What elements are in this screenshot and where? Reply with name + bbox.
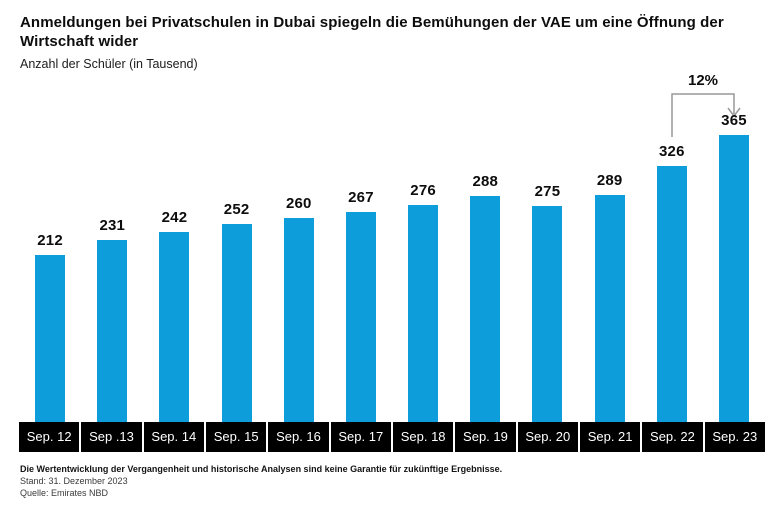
x-axis-label: Sep. 17 [330, 422, 391, 452]
bar [656, 166, 687, 422]
bar-value-label: 289 [596, 172, 623, 189]
bar [345, 212, 376, 422]
chart-subtitle: Anzahl der Schüler (in Tausend) [20, 57, 198, 71]
as-of-date: Stand: 31. Dezember 2023 [20, 476, 128, 486]
bar [408, 205, 439, 422]
bar-column: 326 [641, 70, 703, 422]
bar-value-label: 365 [721, 112, 747, 129]
bar [470, 196, 501, 422]
bar [159, 232, 190, 422]
bar-column: 267 [330, 70, 392, 422]
bar-column: 242 [143, 70, 205, 422]
bar-value-label: 326 [658, 143, 685, 160]
bar-column: 289 [579, 70, 641, 422]
x-axis: Sep. 12 Sep .13 Sep. 14 Sep. 15 Sep. 16 Sep. … [19, 422, 765, 452]
bar-chart: 12% 212 231 242 252 260 267 276 288 275 289 326 365… [19, 70, 765, 452]
chart-title: Anmeldungen bei Privatschulen in Dubai s… [20, 14, 724, 50]
bar-column: 275 [516, 70, 578, 422]
x-axis-label: Sep. 22 [642, 422, 703, 452]
bar-value-label: 276 [410, 182, 436, 199]
chart-footer: Die Wertentwicklung der Vergangenheit un… [20, 463, 764, 499]
bar-column: 288 [454, 70, 516, 422]
source-text: Quelle: Emirates NBD [20, 488, 109, 498]
x-axis-label: Sep. 19 [455, 422, 516, 452]
bar-column: 252 [206, 70, 268, 422]
chart-header: Anmeldungen bei Privatschulen in Dubai s… [0, 0, 784, 71]
bar-column: 212 [19, 70, 81, 422]
bar-value-label: 260 [285, 195, 312, 212]
x-axis-label: Sep. 15 [205, 422, 267, 452]
bar-column: 231 [81, 70, 143, 422]
bar [35, 255, 66, 422]
bar-value-label: 242 [161, 209, 188, 226]
bar [221, 224, 252, 422]
growth-percent-label: 12% [687, 72, 719, 89]
bar-value-label: 275 [534, 183, 561, 200]
bar-value-label: 288 [472, 173, 499, 190]
bar-column: 276 [392, 70, 454, 422]
bar-column: 365 [703, 70, 765, 422]
bar [283, 218, 314, 422]
bar [594, 195, 625, 422]
x-axis-label: Sep. 14 [143, 422, 204, 452]
x-axis-label: Sep. 23 [704, 422, 765, 452]
bar [97, 240, 128, 422]
bar-value-label: 267 [348, 189, 374, 206]
disclaimer-text: Die Wertentwicklung der Vergangenheit un… [20, 464, 503, 474]
bar [718, 135, 749, 422]
x-axis-label: Sep .13 [81, 422, 142, 452]
bar-column: 260 [268, 70, 330, 422]
x-axis-label: Sep. 16 [268, 422, 329, 452]
x-axis-label: Sep. 18 [392, 422, 454, 452]
bars-row: 212 231 242 252 260 267 276 288 275 289 326 365 [19, 70, 765, 422]
bar [532, 206, 563, 422]
bar-value-label: 231 [99, 217, 126, 234]
bar-value-label: 252 [223, 201, 250, 218]
x-axis-label: Sep. 12 [19, 422, 80, 452]
x-axis-label: Sep. 21 [579, 422, 641, 452]
bar-value-label: 212 [37, 232, 63, 249]
x-axis-label: Sep. 20 [517, 422, 578, 452]
